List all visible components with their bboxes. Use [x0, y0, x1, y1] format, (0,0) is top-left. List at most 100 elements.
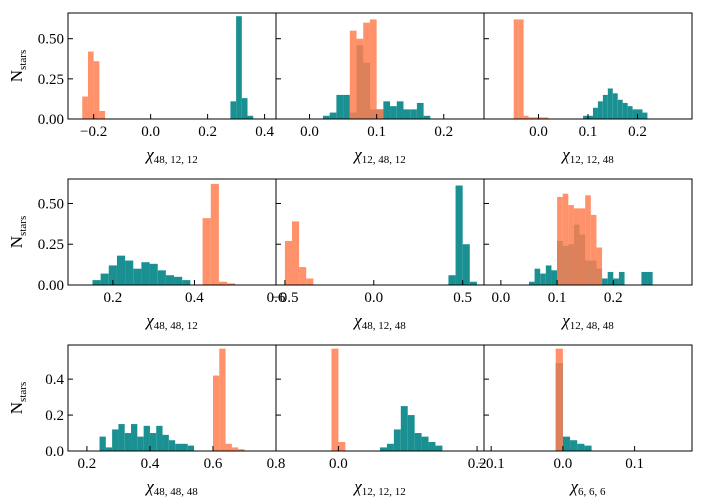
panel-p21: 0.0 0.2 χ12, 12, 12	[275, 344, 486, 498]
bar-orange	[596, 247, 603, 285]
bar-teal	[247, 115, 254, 119]
x-axis-label: χ6, 6, 6	[569, 477, 606, 498]
bar-teal	[112, 429, 119, 451]
bar-orange	[306, 278, 314, 285]
bar-teal	[124, 433, 132, 451]
bar-orange	[299, 267, 307, 285]
bar-orange	[210, 183, 219, 285]
bar-teal	[540, 273, 546, 285]
bar-orange	[518, 19, 524, 120]
bar-teal	[647, 271, 653, 285]
y-tick-label: 0.00	[38, 278, 64, 294]
bar-teal	[400, 406, 408, 451]
bar-teal	[230, 101, 237, 119]
x-tick-label: 0.0	[554, 456, 573, 472]
axes-frame	[67, 344, 277, 452]
bar-orange	[579, 208, 586, 285]
x-axis-label: χ12, 48, 48	[560, 311, 614, 332]
axes-frame	[275, 178, 485, 286]
panel-p22: −0.1 0.0 0.1 χ6, 6, 6	[478, 344, 693, 498]
bar-orange	[82, 96, 88, 119]
bar-teal	[617, 99, 623, 119]
bar-teal	[448, 275, 456, 285]
x-tick-label: 0.2	[78, 456, 97, 472]
x-tick-label: 0.1	[548, 290, 567, 306]
bar-orange	[284, 240, 292, 285]
bar-teal	[641, 271, 648, 285]
bar-orange	[227, 283, 236, 285]
bar-teal	[141, 262, 150, 285]
bar-teal	[105, 447, 113, 451]
bar-teal	[383, 101, 391, 119]
bar-teal	[607, 271, 614, 285]
y-tick-label: 0.2	[45, 408, 64, 424]
bar-teal	[165, 275, 175, 285]
bar-orange	[99, 110, 106, 119]
x-tick-label: 0.1	[625, 456, 644, 472]
bar-orange	[93, 61, 100, 119]
bar-teal	[597, 101, 603, 119]
bar-teal	[545, 265, 552, 285]
bar-teal	[100, 273, 109, 285]
x-tick-label: 0.8	[267, 456, 286, 472]
bar-teal	[143, 425, 150, 451]
bar-orange	[513, 19, 519, 120]
bar-teal	[149, 433, 157, 451]
bar-teal	[380, 447, 387, 451]
bar-orange	[562, 193, 569, 285]
x-axis-label: χ12, 48, 12	[352, 145, 405, 166]
x-axis-label: χ12, 12, 48	[560, 145, 614, 166]
bar-orange	[349, 30, 357, 120]
x-tick-label: 0.6	[267, 290, 286, 306]
bar-teal	[627, 106, 633, 119]
bar-teal	[607, 88, 613, 119]
bar-teal	[583, 115, 588, 119]
bar-teal	[421, 436, 429, 451]
bar-teal	[168, 440, 176, 451]
bar-teal	[131, 424, 138, 451]
bar-orange	[202, 218, 211, 285]
bar-teal	[329, 112, 337, 119]
bar-teal	[116, 255, 126, 285]
bar-teal	[322, 115, 330, 119]
bar-teal	[156, 425, 163, 451]
panel-p00: −0.2 0.0 0.2 0.4 0.00 0.25 0.50 χ48, 12, 12 Nsta…	[7, 12, 277, 166]
x-tick-label: 0.2	[604, 290, 623, 306]
x-tick-label: 0.2	[198, 124, 217, 140]
bar-teal	[618, 271, 625, 285]
y-tick-label: 0.00	[38, 112, 64, 128]
axes-frame	[67, 178, 277, 286]
bar-teal	[181, 443, 188, 451]
bar-teal	[588, 115, 593, 119]
y-tick-label: 0.25	[38, 72, 64, 88]
bar-teal	[551, 270, 558, 285]
y-tick-label: 0.50	[38, 196, 64, 212]
x-tick-label: 0.2	[103, 290, 122, 306]
bar-teal	[393, 429, 401, 451]
bar-teal	[592, 107, 598, 119]
bar-orange	[231, 447, 239, 451]
x-tick-label: −0.1	[478, 456, 505, 472]
bar-orange	[555, 348, 563, 451]
x-tick-label: 0.0	[529, 124, 548, 140]
bar-teal	[336, 94, 344, 119]
bar-teal	[562, 436, 571, 451]
bar-orange	[543, 117, 549, 119]
y-axis-label: Nstars	[7, 216, 29, 248]
bar-teal	[175, 443, 182, 451]
y-tick-label: 0.4	[45, 372, 64, 388]
y-axis-label: Nstars	[7, 50, 29, 82]
bar-teal	[343, 94, 350, 119]
x-tick-label: −0.5	[271, 290, 298, 306]
bar-teal	[137, 436, 144, 451]
panel-p02: 0.0 0.1 0.2 χ12, 12, 48	[483, 12, 693, 166]
x-tick-label: 0.4	[255, 124, 274, 140]
panel-p12: 0.0 0.1 0.2 χ12, 48, 48	[483, 178, 693, 332]
bar-orange	[87, 51, 94, 119]
x-tick-label: 0.2	[434, 124, 453, 140]
y-tick-label: 0.50	[38, 32, 64, 48]
x-axis-label: χ48, 12, 12	[144, 145, 197, 166]
x-tick-label: 0.4	[141, 456, 160, 472]
axes-frame	[483, 344, 693, 452]
axes-frame	[275, 344, 485, 452]
